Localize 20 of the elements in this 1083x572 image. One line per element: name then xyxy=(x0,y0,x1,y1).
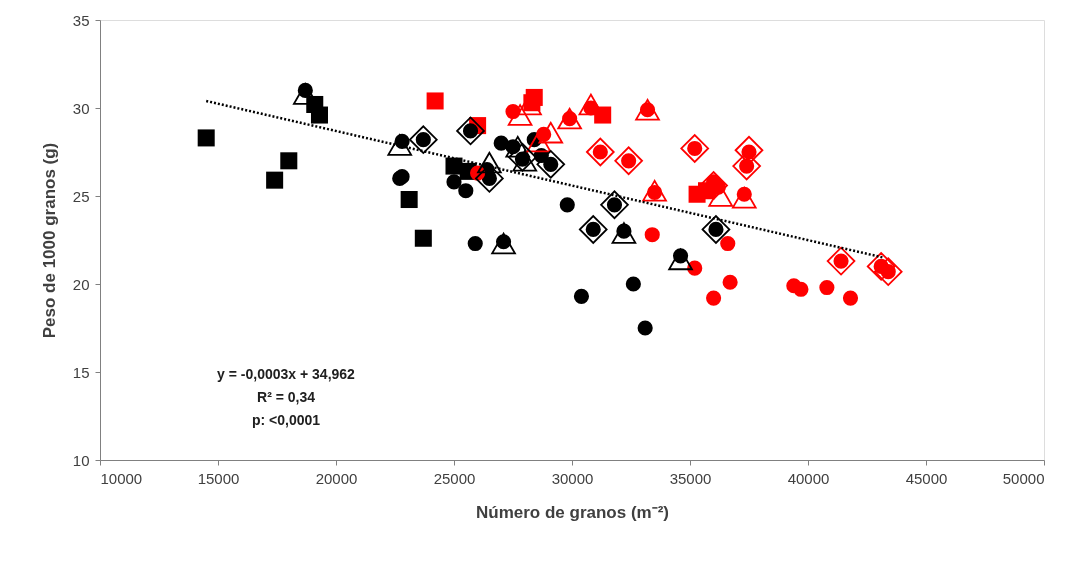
x-tick-label: 20000 xyxy=(315,469,358,487)
x-tick-label: 40000 xyxy=(787,469,830,487)
x-tick-label: 15000 xyxy=(197,469,240,487)
y-tick-label: 15 xyxy=(72,363,90,381)
y-tick-label: 30 xyxy=(72,99,90,117)
x-axis-title: Número de granos (m⁻²) xyxy=(475,502,670,522)
x-tick-label: 35000 xyxy=(669,469,712,487)
y-tick-label: 10 xyxy=(72,451,90,469)
x-tick-label: 45000 xyxy=(905,469,948,487)
y-tick-label: 25 xyxy=(72,187,90,205)
x-tick-label: 50000 xyxy=(1002,469,1045,487)
x-tick-label: 25000 xyxy=(433,469,476,487)
annotation: R² = 0,34 xyxy=(257,389,316,405)
x-tick-label: 10000 xyxy=(100,469,143,487)
y-tick-label: 20 xyxy=(72,275,90,293)
annotation: y = -0,0003x + 34,962 xyxy=(217,366,356,382)
y-tick-label: 35 xyxy=(72,11,90,29)
x-tick-label: 30000 xyxy=(551,469,594,487)
annotation: p: <0,0001 xyxy=(251,412,321,428)
y-axis-title: Peso de 1000 granos (g) xyxy=(39,142,59,339)
